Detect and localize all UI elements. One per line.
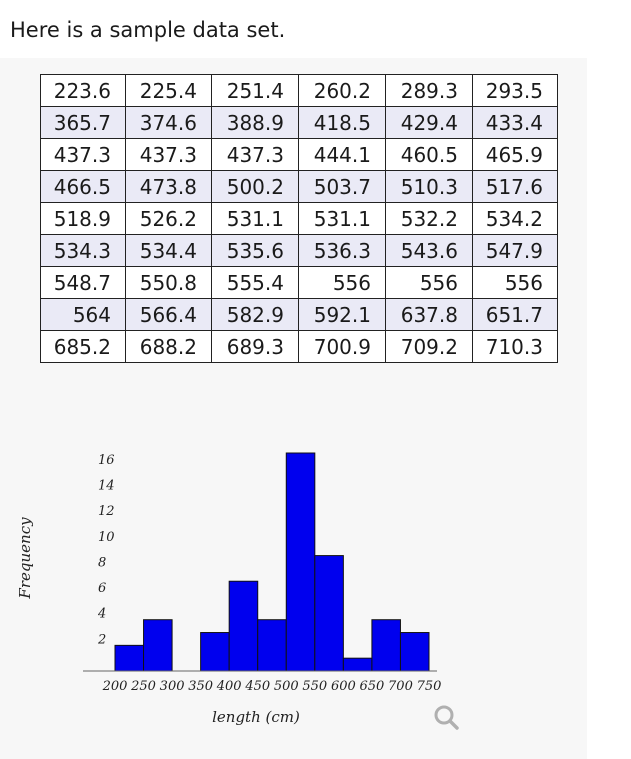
table-cell: 289.3	[385, 74, 473, 107]
table-cell: 526.2	[125, 202, 212, 235]
table-cell: 437.3	[125, 138, 212, 171]
table-cell: 429.4	[385, 106, 473, 139]
table-cell: 582.9	[211, 298, 299, 331]
table-row: 437.3 437.3 437.3 444.1 460.5 465.9	[40, 138, 558, 171]
table-cell: 293.5	[472, 74, 558, 107]
table-cell: 388.9	[211, 106, 299, 139]
table-cell: 510.3	[385, 170, 473, 203]
table-cell: 517.6	[472, 170, 558, 203]
y-tick-label: 8	[98, 555, 106, 570]
table-cell: 536.3	[298, 234, 386, 267]
histogram-bar	[143, 619, 173, 672]
table-cell: 223.6	[40, 74, 126, 107]
table-cell: 503.7	[298, 170, 386, 203]
table-cell: 225.4	[125, 74, 212, 107]
table-cell: 592.1	[298, 298, 386, 331]
x-tick-label: 450	[244, 679, 270, 694]
table-cell: 465.9	[472, 138, 558, 171]
table-cell: 709.2	[385, 330, 473, 363]
table-cell: 534.3	[40, 234, 126, 267]
histogram-bar	[371, 619, 401, 672]
table-cell: 374.6	[125, 106, 212, 139]
x-tick-label: 700	[388, 679, 413, 694]
histogram-bar	[114, 644, 145, 672]
table-cell: 535.6	[211, 234, 299, 267]
y-tick-label: 14	[98, 478, 115, 493]
x-tick-label: 250	[130, 679, 156, 694]
y-tick-label: 16	[98, 453, 115, 468]
table-cell: 460.5	[385, 138, 473, 171]
histogram-bar	[314, 555, 344, 672]
table-cell: 473.8	[125, 170, 212, 203]
table-row: 223.6 225.4 251.4 260.2 289.3 293.5	[40, 74, 558, 107]
y-tick-label: 4	[97, 607, 106, 622]
table-cell: 689.3	[211, 330, 299, 363]
x-tick-label: 500	[274, 679, 299, 694]
table-cell: 418.5	[298, 106, 386, 139]
histogram-bar	[257, 619, 287, 672]
table-cell: 700.9	[298, 330, 386, 363]
table-row: 534.3 534.4 535.6 536.3 543.6 547.9	[40, 234, 558, 267]
table-row: 365.7 374.6 388.9 418.5 429.4 433.4	[40, 106, 558, 139]
x-tick-label: 750	[417, 679, 442, 694]
table-cell: 532.2	[385, 202, 473, 235]
y-tick-label: 10	[98, 530, 115, 545]
table-cell: 556	[472, 266, 558, 299]
y-tick-label: 12	[98, 504, 115, 519]
table-cell: 500.2	[211, 170, 299, 203]
histogram-bar	[399, 632, 430, 672]
y-tick-label: 2	[97, 632, 106, 647]
histogram-bar	[200, 632, 230, 672]
table-cell: 651.7	[472, 298, 558, 331]
histogram-bar	[285, 452, 316, 672]
table-cell: 444.1	[298, 138, 386, 171]
table-cell: 531.1	[211, 202, 299, 235]
table-cell: 534.2	[472, 202, 558, 235]
table-cell: 685.2	[40, 330, 126, 363]
table-cell: 547.9	[472, 234, 558, 267]
table-cell: 556	[298, 266, 386, 299]
table-cell: 365.7	[40, 106, 126, 139]
table-row: 466.5 473.8 500.2 503.7 510.3 517.6	[40, 170, 558, 203]
x-tick-label: 300	[160, 679, 185, 694]
x-tick-label: 350	[188, 679, 213, 694]
x-tick-label: 200	[102, 679, 128, 694]
magnifier-icon[interactable]	[434, 705, 459, 730]
x-tick-label: 650	[359, 679, 384, 694]
table-cell: 637.8	[385, 298, 473, 331]
intro-text: Here is a sample data set.	[10, 18, 286, 42]
table-row: 518.9 526.2 531.1 531.1 532.2 534.2	[40, 202, 558, 235]
table-cell: 564	[40, 298, 126, 331]
table-cell: 566.4	[125, 298, 212, 331]
table-cell: 688.2	[125, 330, 212, 363]
table-cell: 518.9	[40, 202, 126, 235]
table-cell: 534.4	[125, 234, 212, 267]
table-row: 685.2 688.2 689.3 700.9 709.2 710.3	[40, 330, 558, 363]
data-table: 223.6 225.4 251.4 260.2 289.3 293.5 365.7 374.6…	[40, 74, 558, 363]
x-tick-label: 550	[302, 679, 327, 694]
x-tick-label: 600	[331, 679, 356, 694]
x-tick-label: 400	[216, 679, 242, 694]
table-cell: 555.4	[211, 266, 299, 299]
histogram-bar	[228, 580, 259, 672]
y-tick-label: 6	[98, 581, 106, 596]
histogram-bar	[342, 657, 373, 672]
x-axis-label: length (cm)	[212, 708, 300, 726]
table-cell: 710.3	[472, 330, 558, 363]
y-axis-label: Frequency	[16, 517, 34, 600]
table-row: 564 566.4 582.9 592.1 637.8 651.7	[40, 298, 558, 331]
